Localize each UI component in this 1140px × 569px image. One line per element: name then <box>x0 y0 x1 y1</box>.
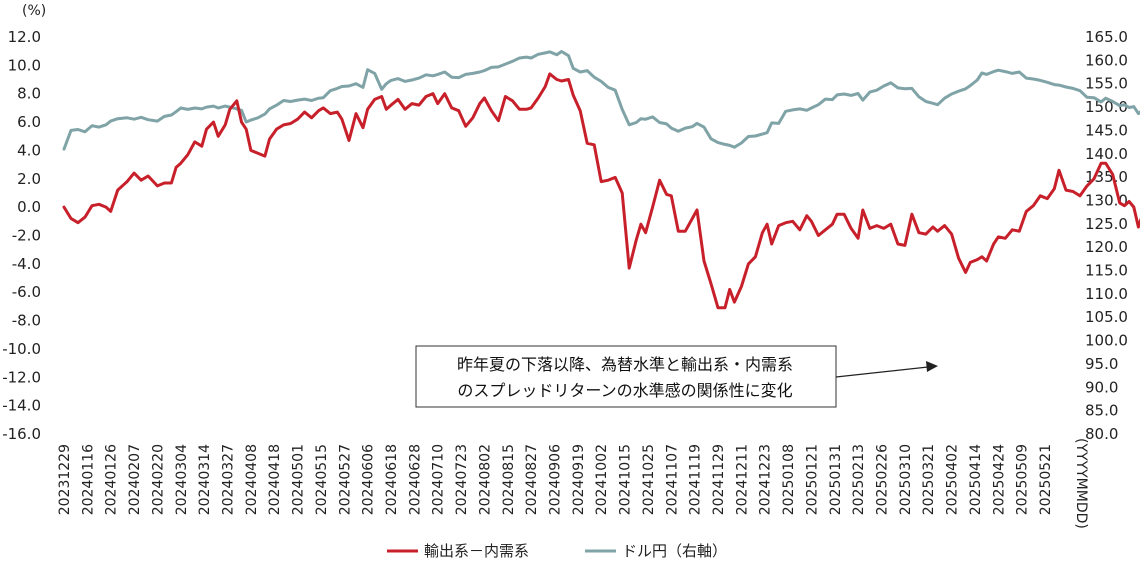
x-tick-label: 20250310 <box>898 444 914 515</box>
x-tick-label: 20240815 <box>501 444 517 515</box>
x-tick-label: 20240408 <box>244 444 260 515</box>
x-tick-label: 20240207 <box>127 444 143 515</box>
y-right-tick-label: 120.0 <box>1085 238 1128 256</box>
annotation-line-1: 昨年夏の下落以降、為替水準と輸出系・内需系 <box>457 355 793 374</box>
annotation-arrow-line <box>835 366 929 378</box>
x-tick-label: 20240906 <box>548 444 564 515</box>
x-axis-unit: (YYYYMMDD) <box>1073 438 1089 529</box>
x-tick-label: 20240501 <box>291 444 307 515</box>
y-left-tick-label: -2.0 <box>12 227 41 245</box>
x-tick-label: 20241015 <box>618 444 634 515</box>
x-tick-label: 20250131 <box>828 444 844 515</box>
y-right-tick-label: 115.0 <box>1085 262 1128 280</box>
y-left-tick-label: 8.0 <box>17 85 41 103</box>
x-tick-label: 20240327 <box>221 444 237 515</box>
y-left-tick-label: 6.0 <box>17 113 41 131</box>
x-tick-label: 20240116 <box>80 444 96 515</box>
x-tick-label: 20240723 <box>454 444 470 515</box>
x-tick-label: 20240527 <box>337 444 353 515</box>
x-tick-label: 20241025 <box>641 444 657 515</box>
x-tick-label: 20231229 <box>57 444 73 515</box>
x-tick-label: 20250402 <box>945 444 961 515</box>
y-left-tick-label: -10.0 <box>2 340 41 358</box>
x-tick-label: 20250509 <box>1015 444 1031 515</box>
y-right-tick-label: 150.0 <box>1085 98 1128 116</box>
x-tick-label: 20240628 <box>407 444 423 515</box>
y-left-tick-label: -16.0 <box>2 425 41 443</box>
y-right-tick-label: 95.0 <box>1085 355 1118 373</box>
y-left-tick-label: -12.0 <box>2 368 41 386</box>
x-tick-label: 20250121 <box>804 444 820 515</box>
x-tick-label: 20240304 <box>174 444 190 515</box>
x-tick-label: 20250226 <box>875 444 891 515</box>
annotation: 昨年夏の下落以降、為替水準と輸出系・内需系 のスプレッドリターンの水準感の関係性… <box>415 345 938 408</box>
x-tick-label: 20250108 <box>781 444 797 515</box>
y-right-tick-label: 100.0 <box>1085 332 1128 350</box>
y-right-axis: 165.0160.0155.0150.0145.0140.0135.0130.0… <box>1085 28 1128 443</box>
x-tick-label: 20240606 <box>361 444 377 515</box>
y-right-tick-label: 155.0 <box>1085 75 1128 93</box>
y-right-tick-label: 85.0 <box>1085 402 1118 420</box>
y-left-tick-label: -6.0 <box>12 283 41 301</box>
annotation-line-2: のスプレッドリターンの水準感の関係性に変化 <box>457 381 792 400</box>
y-right-tick-label: 145.0 <box>1085 121 1128 139</box>
y-right-tick-label: 110.0 <box>1085 285 1128 303</box>
y-left-tick-label: -4.0 <box>12 255 41 273</box>
x-tick-label: 20240802 <box>477 444 493 515</box>
x-tick-label: 20241223 <box>758 444 774 515</box>
y-left-tick-label: 10.0 <box>8 56 41 74</box>
y-right-tick-label: 80.0 <box>1085 425 1118 443</box>
y-right-tick-label: 160.0 <box>1085 51 1128 69</box>
y-right-tick-label: 140.0 <box>1085 145 1128 163</box>
y-left-tick-label: 2.0 <box>17 170 41 188</box>
x-tick-label: 20240126 <box>104 444 120 515</box>
y-right-tick-label: 105.0 <box>1085 308 1128 326</box>
x-tick-label: 20241129 <box>711 444 727 515</box>
y-left-axis: 12.0 10.0 8.0 6.0 4.0 2.0 0.0 -2.0 -4.0 -6.0 -8.0 -… <box>2 28 41 443</box>
y-right-tick-label: 165.0 <box>1085 28 1128 46</box>
x-tick-label: 20250521 <box>1038 444 1054 515</box>
x-tick-label: 20240919 <box>571 444 587 515</box>
x-tick-label: 20240710 <box>431 444 447 515</box>
series-line-usdjpy <box>62 50 1140 151</box>
x-tick-label: 20240418 <box>267 444 283 515</box>
legend-label-spread: 輸出系－内需系 <box>424 542 529 560</box>
series-line-spread <box>62 72 1140 310</box>
annotation-box <box>415 345 837 408</box>
y-left-tick-label: 12.0 <box>8 28 41 46</box>
x-tick-label: 20240827 <box>524 444 540 515</box>
x-tick-label: 20241211 <box>734 444 750 515</box>
y-right-tick-label: 90.0 <box>1085 378 1118 396</box>
y-left-tick-label: -8.0 <box>12 312 41 330</box>
series-layer <box>62 50 1140 310</box>
x-tick-label: 20240314 <box>197 444 213 515</box>
x-axis: 20231229 20240116 20240126 20240207 20240220… <box>57 444 1054 515</box>
x-tick-label: 20250424 <box>991 444 1007 515</box>
x-tick-label: 20241002 <box>594 444 610 515</box>
legend-label-usdjpy: ドル円（右軸） <box>622 542 727 560</box>
x-tick-label: 20240515 <box>314 444 330 515</box>
x-tick-label: 20250321 <box>921 444 937 515</box>
y-right-tick-label: 125.0 <box>1085 215 1128 233</box>
y-left-tick-label: -14.0 <box>2 397 41 415</box>
y-right-tick-label: 130.0 <box>1085 191 1128 209</box>
x-tick-label: 20250414 <box>968 444 984 515</box>
annotation-arrowhead-icon <box>926 361 938 372</box>
x-tick-label: 20250213 <box>851 444 867 515</box>
legend: 輸出系－内需系 ドル円（右軸） <box>387 542 727 560</box>
y-left-tick-label: 0.0 <box>17 198 41 216</box>
x-tick-label: 20241119 <box>688 444 704 515</box>
y-left-tick-label: 4.0 <box>17 141 41 159</box>
x-tick-label: 20240220 <box>150 444 166 515</box>
x-tick-label: 20240618 <box>384 444 400 515</box>
y-left-unit: (%) <box>22 3 46 19</box>
x-tick-label: 20241107 <box>664 444 680 515</box>
